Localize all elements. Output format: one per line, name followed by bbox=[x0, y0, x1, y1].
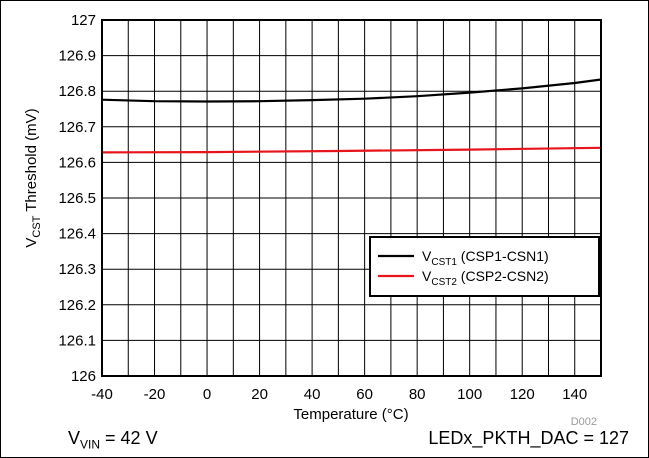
y-axis-label: VCST Threshold (mV) bbox=[23, 108, 43, 247]
y-tick-label: 127 bbox=[71, 12, 96, 29]
series-lines bbox=[101, 78, 602, 154]
x-tick-label: 20 bbox=[251, 386, 268, 403]
figure-id-note: D002 bbox=[571, 416, 597, 428]
y-tick-label: 126.5 bbox=[58, 190, 96, 207]
y-tick-label: 126.6 bbox=[58, 154, 96, 171]
y-tick-label: 126.4 bbox=[58, 226, 96, 243]
x-tick-label: -20 bbox=[144, 386, 166, 403]
x-axis-label: Temperature (°C) bbox=[293, 406, 408, 423]
x-tick-label: 100 bbox=[457, 386, 482, 403]
series-line-2 bbox=[101, 146, 602, 154]
series-line-1 bbox=[101, 78, 602, 103]
x-tick-label: 80 bbox=[409, 386, 426, 403]
y-tick-label: 126.9 bbox=[58, 48, 96, 65]
y-tick-label: 126.3 bbox=[58, 261, 96, 278]
x-tick-label: 0 bbox=[203, 386, 211, 403]
x-tick-label: 60 bbox=[356, 386, 373, 403]
plot-area bbox=[101, 19, 602, 377]
x-tick-label: 40 bbox=[304, 386, 321, 403]
x-tick-label: 120 bbox=[510, 386, 535, 403]
y-tick-label: 126.7 bbox=[58, 119, 96, 136]
legend-box bbox=[369, 236, 600, 297]
y-tick-label: 126.1 bbox=[58, 332, 96, 349]
legend: VCST1 (CSP1-CSN1)VCST2 (CSP2-CSN2) bbox=[369, 236, 600, 297]
y-tick-label: 126 bbox=[71, 368, 96, 385]
footer-dac: LEDx_PKTH_DAC = 127 bbox=[428, 428, 629, 448]
x-tick-label: -40 bbox=[91, 386, 113, 403]
footer-vin: VVIN = 42 V bbox=[68, 428, 158, 452]
y-tick-label: 126.2 bbox=[58, 297, 96, 314]
legend-label-1: VCST1 (CSP1-CSN1) bbox=[422, 248, 549, 268]
grid bbox=[101, 19, 602, 377]
x-tick-label: 140 bbox=[562, 386, 587, 403]
tick-labels: -40 -20 0 20 40 60 80 100 120 140 126 126.1 126.2 126… bbox=[58, 12, 587, 403]
y-tick-label: 126.8 bbox=[58, 83, 96, 100]
legend-label-2: VCST2 (CSP2-CSN2) bbox=[422, 268, 549, 288]
